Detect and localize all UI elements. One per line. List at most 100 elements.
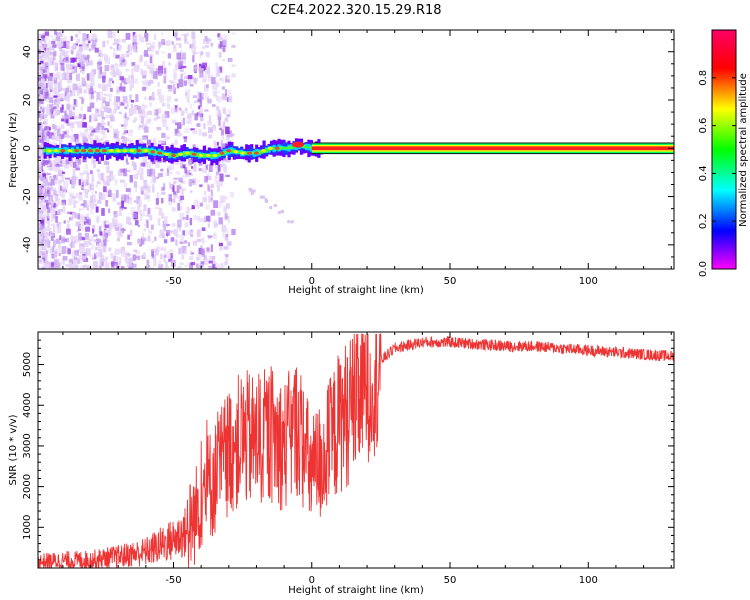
spectrogram-speckle (204, 44, 209, 48)
spectrogram-ridge (195, 152, 199, 157)
spectrogram-speckle (215, 62, 218, 67)
spectrogram-speckle (179, 241, 184, 244)
spectrogram-speckle (116, 89, 120, 93)
spectrogram-speckle (222, 121, 226, 128)
spectrogram-speckle (81, 188, 87, 191)
spectrogram-speckle (142, 75, 147, 79)
spectrogram-speckle (110, 87, 113, 92)
spectrogram-speckle (53, 259, 57, 266)
spectrogram-speckle (51, 41, 55, 45)
spectrogram-speckle (75, 235, 80, 243)
spectrogram-speckle (70, 197, 73, 205)
spectrogram-speckle (65, 113, 68, 122)
spectrogram-speckle (79, 132, 84, 137)
spectrogram-speckle (188, 179, 193, 187)
spectrogram-speckle (133, 181, 138, 188)
spectrogram-speckle (161, 132, 166, 138)
spectrogram-speckle (94, 47, 99, 53)
spectrogram-speckle (44, 211, 47, 218)
spectrogram-speckle (136, 170, 140, 175)
spectrogram-speckle (82, 63, 85, 69)
spectrogram-speckle (155, 50, 159, 55)
spectrogram-speckle (45, 233, 49, 239)
spectrogram-speckle (71, 176, 76, 185)
spectrogram-speckle (79, 243, 85, 247)
spectrogram-speckle (74, 250, 79, 256)
spectrogram-hotspot (191, 152, 197, 156)
spectrogram-speckle (53, 77, 57, 84)
spectrogram-speckle (139, 166, 142, 171)
spectrogram-speckle (184, 240, 188, 244)
spectrogram-speckle (160, 168, 164, 172)
spectrogram-speckle (205, 215, 211, 222)
spectrogram-speckle (46, 75, 50, 79)
spectrogram-speckle (181, 245, 187, 254)
spectrogram-speckle (188, 160, 192, 166)
spectrogram-speckle (44, 55, 50, 61)
spectrogram-speckle (147, 169, 151, 177)
spectrogram-speckle (181, 188, 187, 192)
spectrogram-speckle (281, 209, 284, 213)
spectrogram-ridge (225, 151, 229, 154)
spectrogram-speckle (192, 55, 195, 63)
spectrogram-speckle (195, 216, 201, 221)
spectrogram-speckle (203, 123, 206, 130)
spectrogram-speckle (68, 49, 74, 53)
spectrogram-speckle (60, 88, 64, 91)
spectrogram-speckle (204, 36, 208, 42)
spectrogram-speckle (163, 41, 167, 45)
spectrogram-speckle (170, 107, 174, 114)
spectrogram-speckle (165, 41, 168, 45)
spectrogram-speckle (179, 66, 184, 72)
spectrogram-speckle (75, 43, 79, 46)
spectrogram-speckle (89, 102, 95, 109)
spectrogram-speckle (103, 180, 108, 186)
spectrogram-speckle (94, 203, 97, 207)
spectrogram-speckle (204, 109, 209, 112)
spectrogram-speckle (57, 40, 61, 44)
spectrogram-speckle (44, 40, 47, 49)
y-tick-label: 2000 (22, 474, 33, 499)
spectrogram-ridge (58, 148, 62, 153)
spectrogram-speckle (42, 263, 47, 269)
spectrogram-speckle (181, 254, 185, 260)
spectrogram-speckle (125, 77, 131, 84)
spectrogram-speckle (114, 178, 118, 186)
spectrogram-speckle (58, 140, 63, 143)
spectrogram-speckle (215, 263, 220, 269)
spectrogram-speckle (67, 267, 71, 269)
spectrogram-speckle (107, 121, 110, 126)
spectrogram-speckle (159, 95, 165, 103)
spectrogram-speckle (250, 192, 254, 195)
spectrogram-ridge (133, 148, 137, 153)
spectrogram-speckle (200, 113, 204, 122)
spectrogram-speckle (185, 90, 188, 96)
spectrogram-speckle (208, 164, 213, 172)
spectrogram-speckle (50, 236, 54, 241)
spectrogram-speckle (61, 118, 65, 122)
spectrogram-speckle (172, 46, 177, 52)
spectrogram-speckle (98, 226, 102, 234)
spectrogram-speckle (145, 194, 150, 199)
spectrogram-speckle (188, 231, 194, 235)
spectrogram-hotspot (136, 149, 142, 153)
spectrogram-speckle (168, 85, 173, 92)
spectrogram-speckle (72, 266, 76, 269)
spectrogram-speckle (130, 79, 134, 88)
spectrogram-speckle (167, 99, 170, 107)
spectrogram-speckle (104, 263, 110, 269)
spectrogram-speckle (53, 95, 59, 98)
spectrogram-speckle (223, 237, 228, 241)
spectrogram-speckle (217, 211, 221, 216)
spectrogram-speckle (123, 182, 128, 188)
spectrogram-speckle (191, 166, 194, 169)
spectrogram-speckle (192, 129, 197, 134)
spectrogram-speckle (143, 137, 147, 141)
spectrogram-speckle (123, 207, 127, 210)
spectrogram-speckle (175, 234, 179, 238)
spectrogram-speckle (55, 136, 60, 141)
spectrogram-speckle (138, 203, 141, 207)
spectrogram-speckle (132, 212, 137, 218)
spectrogram-speckle (101, 105, 106, 109)
spectrogram-speckle (81, 116, 84, 124)
